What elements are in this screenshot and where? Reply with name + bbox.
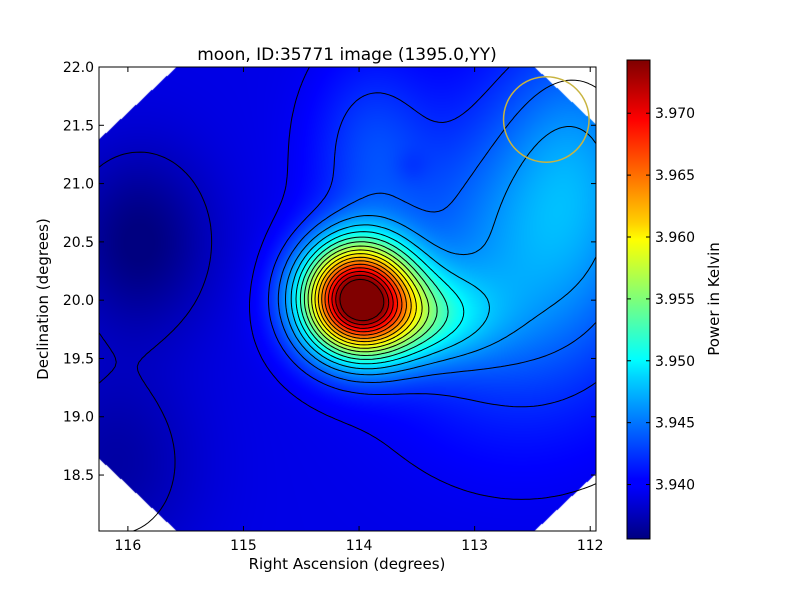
colorbar-tick-label: 3.960 <box>655 230 695 246</box>
x-axis-label: Right Ascension (degrees) <box>249 555 446 573</box>
contour-level <box>314 253 417 346</box>
colorbar: 3.940 3.945 3.950 3.955 3.960 3.965 3.970 Powe… <box>626 59 723 540</box>
y-axis-ticks: 18.5 19.0 19.5 20.0 20.5 21.0 21.5 22.0 <box>63 60 596 484</box>
contour-level <box>303 241 438 356</box>
contour-level <box>277 79 596 383</box>
heatmap-image <box>99 67 596 531</box>
x-tick-label: 112 <box>577 538 604 554</box>
x-tick-label: 113 <box>461 538 488 554</box>
colorbar-tick-label: 3.970 <box>655 106 695 122</box>
x-tick-label: 114 <box>346 538 373 554</box>
x-tick-label: 115 <box>230 538 257 554</box>
y-tick-label: 20.0 <box>63 293 94 309</box>
y-tick-label: 22.0 <box>63 60 94 76</box>
colorbar-label: Power in Kelvin <box>705 242 723 356</box>
contour-level <box>324 263 403 336</box>
contour-level <box>331 270 394 329</box>
y-tick-label: 21.5 <box>63 118 94 134</box>
colorbar-tick-label: 3.940 <box>655 478 695 494</box>
contour-level <box>295 231 465 365</box>
colorbar-gradient <box>626 59 651 540</box>
colorbar-tick-label: 3.945 <box>655 416 695 432</box>
colorbar-ticks: 3.940 3.945 3.950 3.955 3.960 3.965 3.970 <box>627 106 695 494</box>
contour-level <box>290 224 490 370</box>
contour-level <box>321 260 407 339</box>
y-tick-label: 21.0 <box>63 177 94 193</box>
colorbar-tick-label: 3.950 <box>655 354 695 370</box>
x-tick-label: 116 <box>115 538 142 554</box>
contour-level <box>299 236 449 360</box>
contour-level <box>317 256 412 343</box>
contour-level <box>311 249 423 349</box>
contour-lines <box>99 67 596 531</box>
contour-level <box>249 67 596 500</box>
plot-frame <box>98 66 597 532</box>
y-axis-label: Declination (degrees) <box>34 218 52 380</box>
y-tick-label: 18.5 <box>63 468 94 484</box>
contour-level <box>335 274 390 326</box>
contour-level <box>339 278 385 322</box>
contour-level <box>327 267 398 333</box>
y-tick-label: 19.5 <box>63 351 94 367</box>
contour-level <box>285 126 596 376</box>
plot-area: 116 115 114 113 112 18.5 19.0 19.5 20.0 20.5 21.0… <box>63 60 604 554</box>
chart-title: moon, ID:35771 image (1395.0,YY) <box>197 45 497 65</box>
beam-circle <box>502 75 590 163</box>
x-axis-ticks: 116 115 114 113 112 <box>115 67 604 554</box>
colorbar-tick-label: 3.955 <box>655 292 695 308</box>
contour-level <box>267 67 596 408</box>
y-tick-label: 19.0 <box>63 410 94 426</box>
contour-level <box>307 245 430 353</box>
y-tick-label: 20.5 <box>63 235 94 251</box>
colorbar-tick-label: 3.965 <box>655 168 695 184</box>
